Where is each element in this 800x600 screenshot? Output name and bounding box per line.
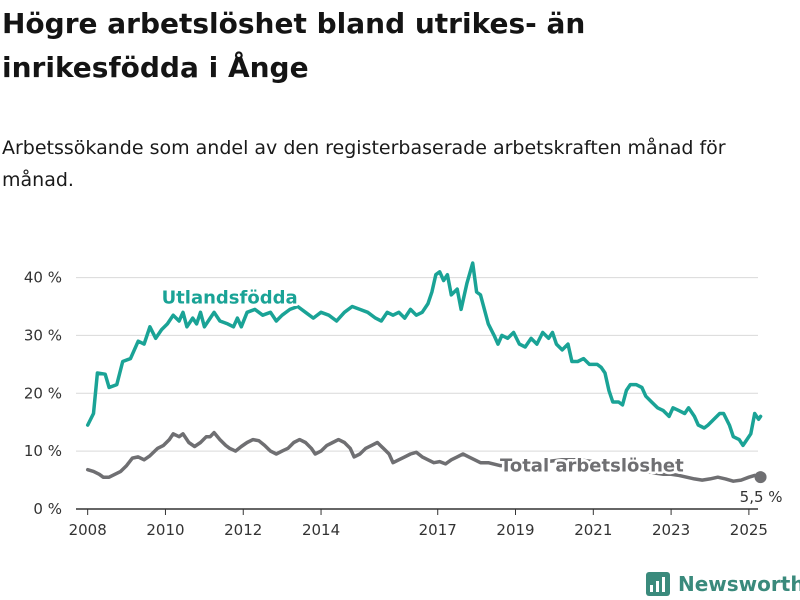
y-tick-label: 10 % [24,442,62,460]
x-tick-label: 2014 [302,521,340,539]
series-label-total: Total arbetslöshet [500,455,684,476]
newsworthy-brand: Newsworthy [646,568,800,600]
x-tick-label: 2017 [419,521,457,539]
y-tick-label: 30 % [24,326,62,344]
chart-subtitle: Arbetssökande som andel av den registerb… [2,137,726,191]
series-label-utlandsfodda: Utlandsfödda [162,288,298,309]
series-line-utlandsfodda [85,261,763,448]
y-tick-label: 20 % [24,384,62,402]
x-tick-label: 2025 [730,521,768,539]
end-point-marker [754,471,767,484]
x-tick-label: 2008 [69,521,107,539]
x-tick-label: 2021 [574,521,612,539]
series-line-total [85,430,763,483]
y-tick-label: 40 % [24,269,62,287]
series-layer [85,261,763,483]
end-value-label: 5,5 % [740,488,783,506]
line-chart: 0 % 10 % 20 % 30 % 40 % 2008 2010 2012 2014 2017 2… [24,261,783,539]
x-tick-label: 2023 [652,521,690,539]
y-tick-label: 0 % [33,500,62,518]
chart-title: Högre arbetslöshet bland utrikes- än inr… [2,7,586,84]
brand-name: Newsworthy [678,572,800,596]
grid-layer: 0 % 10 % 20 % 30 % 40 % 2008 2010 2012 2014 2017 2… [24,269,768,539]
x-tick-label: 2010 [146,521,184,539]
label-layer: Utlandsfödda Total arbetslöshet 5,5 % [159,285,783,506]
newsworthy-chart-icon [646,572,670,596]
x-tick-label: 2019 [496,521,534,539]
x-tick-label: 2012 [224,521,262,539]
